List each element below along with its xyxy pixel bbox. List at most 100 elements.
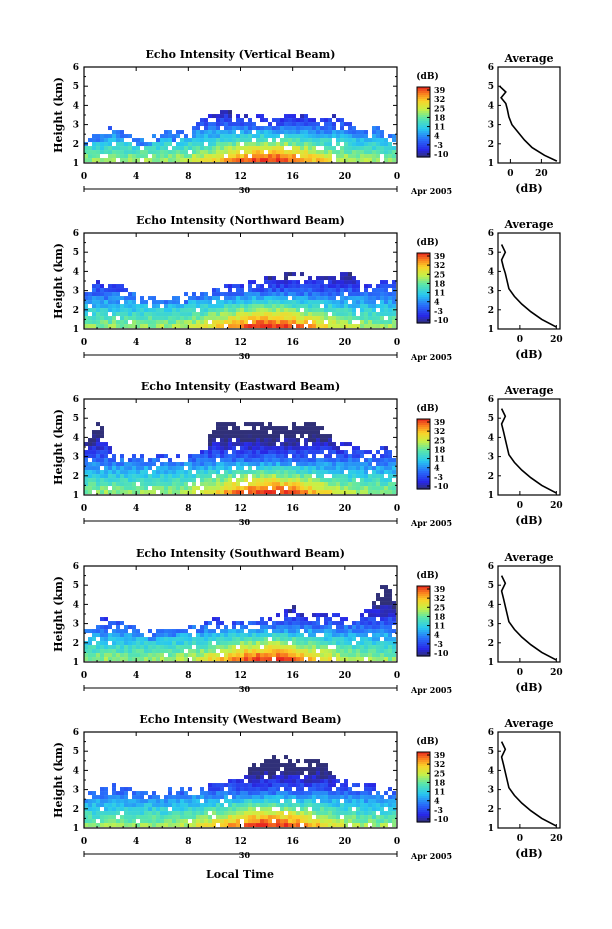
- heatmap-cell: [256, 771, 260, 776]
- heatmap-cell: [236, 300, 240, 305]
- heatmap-cell: [244, 126, 248, 131]
- heatmap-cell: [256, 811, 260, 816]
- heatmap-cell: [364, 787, 368, 792]
- heatmap-cell: [196, 122, 200, 127]
- heatmap-cell: [136, 807, 140, 812]
- heatmap-cell: [304, 795, 308, 800]
- heatmap-cell: [100, 657, 104, 662]
- heatmap-cell: [124, 308, 128, 313]
- heatmap-cell: [348, 633, 352, 638]
- heatmap-cell: [96, 146, 100, 151]
- heatmap-cell: [104, 138, 108, 143]
- heatmap-cell: [112, 454, 116, 459]
- heatmap-cell: [140, 633, 144, 638]
- heatmap-cell: [220, 134, 224, 139]
- heatmap-cell: [200, 150, 204, 155]
- heatmap-cell: [204, 304, 208, 309]
- heatmap-cell: [364, 466, 368, 471]
- heatmap-cell: [252, 422, 256, 427]
- heatmap-cell: [168, 466, 172, 471]
- heatmap-cell: [132, 470, 136, 475]
- heatmap-cell: [300, 296, 304, 301]
- heatmap-cell: [360, 811, 364, 816]
- heatmap-cell: [212, 134, 216, 139]
- heatmap-cell: [296, 122, 300, 127]
- heatmap-cell: [216, 316, 220, 321]
- heatmap-cell: [348, 288, 352, 293]
- heatmap-cell: [276, 787, 280, 792]
- heatmap-cell: [260, 150, 264, 155]
- heatmap-cell: [172, 633, 176, 638]
- heatmap-cell: [256, 462, 260, 467]
- heatmap-cell: [96, 300, 100, 305]
- heatmap-cell: [196, 316, 200, 321]
- heatmap-cell: [168, 158, 172, 163]
- heatmap-cell: [320, 791, 324, 796]
- heatmap-cell: [344, 312, 348, 317]
- heatmap-cell: [344, 466, 348, 471]
- heatmap-cell: [368, 150, 372, 155]
- heatmap-cell: [252, 304, 256, 309]
- heatmap-cell: [244, 462, 248, 467]
- heatmap-cell: [288, 637, 292, 642]
- heatmap-cell: [160, 645, 164, 650]
- heatmap-cell: [352, 657, 356, 662]
- heatmap-cell: [336, 300, 340, 305]
- heatmap-cell: [196, 470, 200, 475]
- heatmap-cell: [108, 462, 112, 467]
- heatmap-cell: [248, 316, 252, 321]
- heatmap-cell: [148, 466, 152, 471]
- heatmap-cell: [392, 470, 396, 475]
- heatmap-cell: [136, 486, 140, 491]
- heatmap-cell: [188, 454, 192, 459]
- colorbar-segment: [417, 596, 430, 599]
- heatmap-cell: [328, 138, 332, 143]
- x-tick-label: 12: [234, 837, 247, 847]
- heatmap-cell: [176, 146, 180, 151]
- heatmap-cell: [188, 320, 192, 325]
- heatmap-cell: [288, 308, 292, 313]
- heatmap-cell: [336, 308, 340, 313]
- heatmap-cell: [208, 803, 212, 808]
- heatmap-cell: [316, 296, 320, 301]
- heatmap-cell: [224, 446, 228, 451]
- heatmap-cell: [316, 783, 320, 788]
- heatmap-cell: [224, 450, 228, 455]
- heatmap-cell: [228, 799, 232, 804]
- heatmap-cell: [204, 150, 208, 155]
- heatmap-cell: [112, 154, 116, 159]
- heatmap-cell: [112, 795, 116, 800]
- heatmap-cell: [324, 807, 328, 812]
- heatmap-cell: [140, 641, 144, 646]
- colorbar-segment: [417, 113, 430, 116]
- heatmap-cell: [372, 126, 376, 131]
- heatmap-cell: [228, 803, 232, 808]
- heatmap-cell: [180, 486, 184, 491]
- heatmap-cell: [360, 625, 364, 630]
- heatmap-cell: [376, 470, 380, 475]
- heatmap-cell: [380, 324, 384, 329]
- heatmap-cell: [192, 795, 196, 800]
- heatmap-cell: [136, 637, 140, 642]
- heatmap-cell: [152, 486, 156, 491]
- heatmap-cell: [308, 122, 312, 127]
- heatmap-cell: [300, 779, 304, 784]
- heatmap-cell: [220, 438, 224, 443]
- heatmap-cell: [252, 446, 256, 451]
- heatmap-cell: [152, 657, 156, 662]
- heatmap-cell: [92, 807, 96, 812]
- heatmap-cell: [312, 450, 316, 455]
- heatmap-cell: [140, 811, 144, 816]
- heatmap-cell: [392, 653, 396, 658]
- y-tick-label: 2: [73, 140, 79, 150]
- heatmap-cell: [92, 300, 96, 305]
- heatmap-cell: [208, 130, 212, 135]
- heatmap-cell: [176, 803, 180, 808]
- heatmap-cell: [272, 478, 276, 483]
- heatmap-cell: [116, 625, 120, 630]
- heatmap-cell: [180, 657, 184, 662]
- heatmap-cell: [212, 126, 216, 131]
- heatmap-cell: [376, 150, 380, 155]
- heatmap-cell: [92, 284, 96, 289]
- heatmap-cell: [272, 442, 276, 447]
